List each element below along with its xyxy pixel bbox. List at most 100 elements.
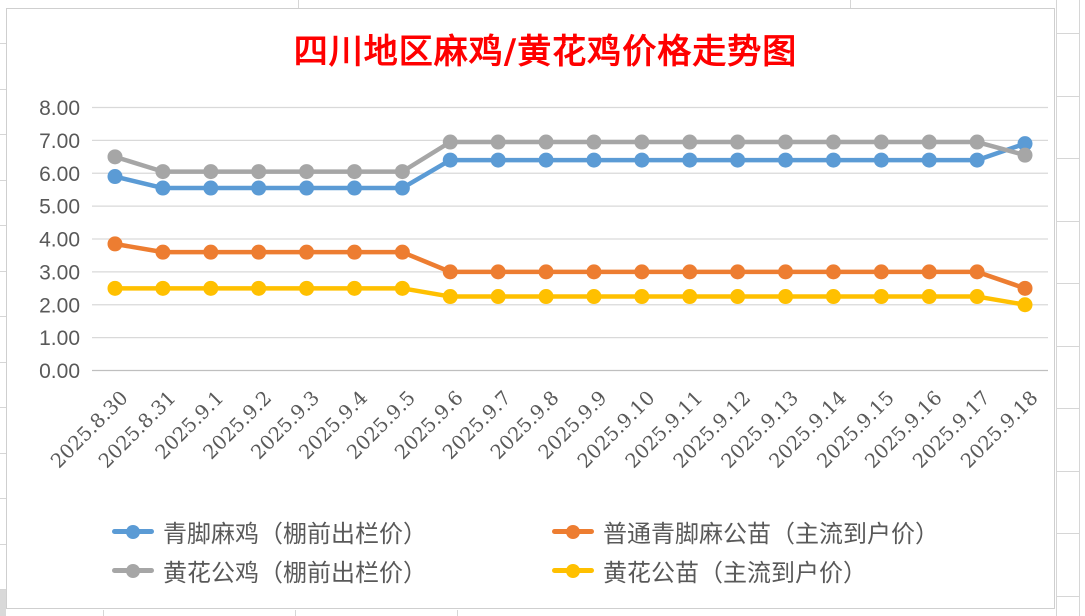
cell-border [0, 134, 6, 135]
y-tick-label: 6.00 [39, 163, 80, 186]
data-point-2025.9.2 [251, 280, 267, 296]
data-point-2025.9.13 [778, 152, 794, 168]
legend-label: 黄花公苗（主流到户价） [603, 559, 867, 587]
series-line [112, 141, 1028, 191]
data-point-2025.9.13 [778, 134, 794, 150]
chart-frame [6, 8, 1055, 609]
data-point-2025.9.8 [538, 264, 554, 280]
data-point-2025.9.3 [299, 180, 315, 196]
data-point-2025.9.2 [251, 244, 267, 260]
legend-label: 黄花公鸡（棚前出栏价） [163, 559, 427, 587]
data-point-2025.9.11 [682, 289, 698, 305]
cell-border [1057, 533, 1079, 534]
data-point-2025.9.17 [969, 264, 985, 280]
data-point-2025.9.7 [490, 264, 506, 280]
data-point-2025.9.12 [730, 134, 746, 150]
cell-border [1057, 158, 1079, 159]
legend-item-1: 普通青脚麻公苗（主流到户价） [552, 512, 939, 551]
cell-border [850, 0, 851, 8]
cell-border [457, 610, 458, 616]
cell-border [1057, 471, 1079, 472]
data-point-2025.9.18 [1017, 297, 1033, 313]
data-point-2025.9.7 [490, 289, 506, 305]
cell-border [295, 610, 296, 616]
data-point-2025.9.12 [730, 289, 746, 305]
data-point-2025.9.5 [394, 164, 410, 180]
y-tick-label: 1.00 [39, 327, 80, 350]
cell-border [0, 362, 6, 363]
data-point-2025.9.15 [873, 264, 889, 280]
data-point-2025.8.31 [155, 164, 171, 180]
data-point-2025.9.6 [442, 289, 458, 305]
data-point-2025.8.31 [155, 244, 171, 260]
data-point-2025.9.1 [203, 164, 219, 180]
data-point-2025.9.18 [1017, 147, 1033, 163]
data-point-2025.8.31 [155, 280, 171, 296]
cell-border [0, 43, 6, 44]
data-point-2025.9.10 [634, 289, 650, 305]
data-point-2025.9.3 [299, 164, 315, 180]
data-point-2025.9.16 [921, 134, 937, 150]
cell-border [1057, 221, 1079, 222]
legend-label: 普通青脚麻公苗（主流到户价） [603, 520, 939, 548]
data-point-2025.9.13 [778, 289, 794, 305]
data-point-2025.8.30 [107, 149, 123, 165]
data-point-2025.9.17 [969, 134, 985, 150]
cell-border [1057, 33, 1079, 34]
cell-border [1057, 283, 1079, 284]
data-point-2025.9.2 [251, 164, 267, 180]
series-青脚麻鸡（棚前出栏价） [107, 136, 1033, 196]
data-point-2025.9.3 [299, 280, 315, 296]
legend-dot-icon [126, 563, 140, 578]
y-tick-label: 7.00 [39, 130, 80, 153]
cell-border [103, 610, 104, 616]
data-point-2025.9.17 [969, 289, 985, 305]
legend-item-2: 黄花公鸡（棚前出栏价） [112, 551, 552, 590]
data-point-2025.9.16 [921, 289, 937, 305]
data-point-2025.9.1 [203, 244, 219, 260]
cell-border [1079, 0, 1080, 616]
cell-border [1057, 596, 1079, 597]
cell-border [0, 225, 6, 226]
cell-border [298, 0, 299, 8]
data-point-2025.9.1 [203, 280, 219, 296]
series-line [112, 241, 1028, 291]
data-point-2025.9.9 [586, 134, 602, 150]
data-point-2025.8.30 [107, 169, 123, 185]
data-point-2025.9.10 [634, 134, 650, 150]
data-point-2025.9.8 [538, 289, 554, 305]
chart-legend: 青脚麻鸡（棚前出栏价） 普通青脚麻公苗（主流到户价） 黄花公鸡（棚前出栏价） 黄花公苗… [112, 512, 939, 590]
cell-border [0, 271, 6, 272]
data-point-2025.9.5 [394, 180, 410, 196]
data-point-2025.9.1 [203, 180, 219, 196]
data-point-2025.9.18 [1017, 136, 1033, 152]
series-普通青脚麻公苗（主流到户价） [107, 236, 1033, 296]
legend-line-marker-icon [112, 563, 154, 578]
cell-border [1057, 96, 1079, 97]
legend-line-marker-icon [552, 563, 594, 578]
data-point-2025.9.12 [730, 152, 746, 168]
data-point-2025.9.8 [538, 134, 554, 150]
data-point-2025.9.11 [682, 264, 698, 280]
data-point-2025.9.12 [730, 264, 746, 280]
data-point-2025.8.30 [107, 280, 123, 296]
data-point-2025.9.2 [251, 180, 267, 196]
data-point-2025.9.13 [778, 264, 794, 280]
data-point-2025.9.15 [873, 152, 889, 168]
legend-dot-icon [126, 524, 140, 539]
cell-border [0, 544, 6, 545]
cell-border [0, 316, 6, 317]
legend-item-3: 黄花公苗（主流到户价） [552, 551, 939, 590]
data-point-2025.9.18 [1017, 280, 1033, 296]
legend-item-0: 青脚麻鸡（棚前出栏价） [112, 512, 552, 551]
series-line [112, 139, 1028, 174]
data-point-2025.9.3 [299, 244, 315, 260]
y-tick-label: 3.00 [39, 261, 80, 284]
data-point-2025.9.16 [921, 264, 937, 280]
cell-border [1056, 0, 1057, 616]
y-tick-label: 2.00 [39, 294, 80, 317]
data-point-2025.8.31 [155, 180, 171, 196]
cell-border [0, 180, 6, 181]
data-point-2025.9.6 [442, 134, 458, 150]
